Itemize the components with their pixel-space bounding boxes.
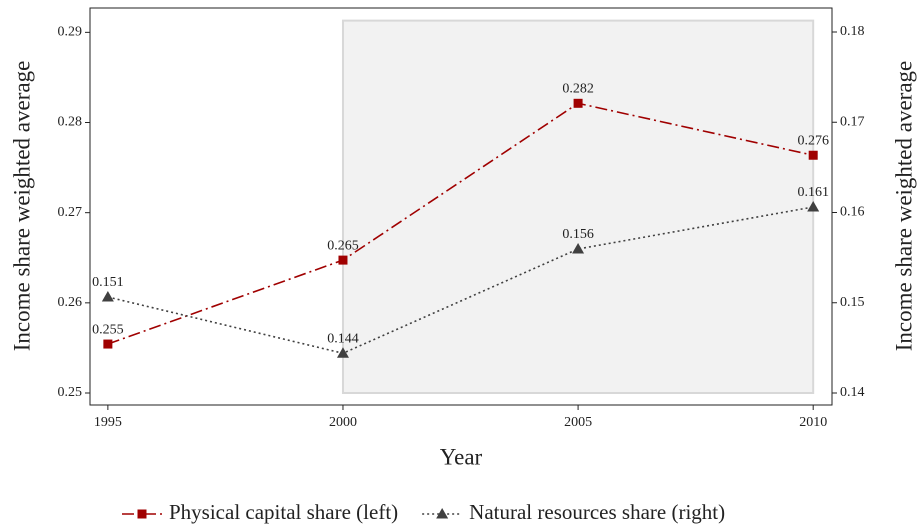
legend-marker	[137, 509, 147, 519]
series-line	[107, 102, 814, 345]
x-tick-label: 2010	[799, 415, 827, 430]
y-axis-title: Income share weighted average	[9, 61, 34, 352]
value-label: 0.282	[562, 82, 594, 97]
data-point	[808, 150, 818, 160]
value-label: 0.255	[92, 322, 124, 337]
x-tick-label: 2000	[329, 415, 357, 430]
value-label: 0.156	[562, 227, 594, 242]
plot-frame	[89, 7, 833, 406]
legend-marker	[436, 508, 449, 519]
x-axis-title: Year	[440, 444, 483, 469]
y-tick-label: 0.25	[58, 385, 83, 400]
value-label: 0.144	[327, 332, 359, 347]
legend-label: Natural resources share (right)	[469, 500, 725, 524]
value-label: 0.276	[797, 133, 829, 148]
y-tick-label: 0.26	[58, 295, 83, 310]
legend-label: Physical capital share (left)	[169, 500, 398, 524]
data-point	[103, 339, 113, 349]
data-point	[572, 242, 585, 254]
y2-axis-title: Income share weighted average	[891, 61, 916, 352]
value-label: 0.265	[327, 238, 359, 253]
data-point	[573, 98, 583, 108]
x-tick-label: 1995	[94, 415, 122, 430]
y2-tick-label: 0.14	[840, 385, 865, 400]
y2-tick-label: 0.18	[840, 24, 865, 39]
data-point	[101, 290, 114, 302]
series-line	[107, 206, 814, 355]
shaded-region	[341, 19, 815, 395]
y-tick-label: 0.28	[58, 115, 83, 130]
data-point	[338, 255, 348, 265]
data-point	[807, 200, 820, 212]
y-tick-label: 0.29	[58, 25, 83, 40]
x-tick-label: 2005	[564, 415, 592, 430]
y2-tick-label: 0.16	[840, 205, 865, 220]
y-tick-label: 0.27	[58, 205, 83, 220]
value-label: 0.161	[797, 185, 829, 200]
y2-tick-label: 0.15	[840, 295, 865, 310]
data-point	[336, 347, 349, 358]
value-label: 0.151	[92, 275, 124, 290]
y2-tick-label: 0.17	[840, 114, 865, 129]
